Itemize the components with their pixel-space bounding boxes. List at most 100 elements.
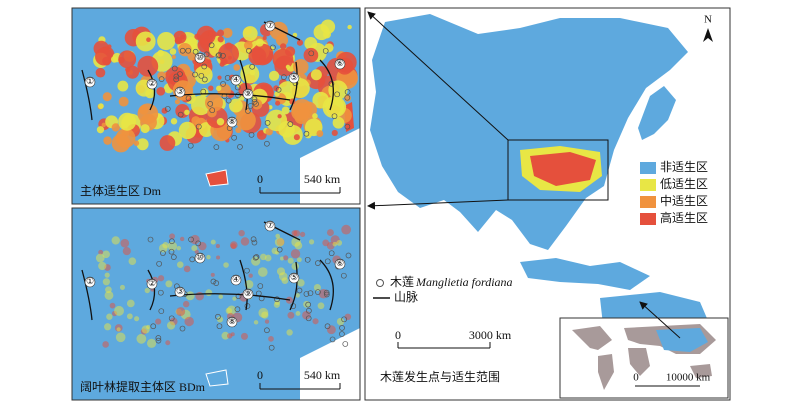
mountain-marker xyxy=(174,286,186,298)
occurrence-point xyxy=(192,48,199,55)
suitability-patch xyxy=(162,242,169,249)
mountain-label: ① xyxy=(86,276,94,286)
mountain-marker xyxy=(264,20,276,32)
suitability-patch xyxy=(110,56,118,63)
suitability-patch xyxy=(103,136,112,145)
suitability-patch xyxy=(275,250,280,255)
suitability-patch xyxy=(225,307,233,315)
occurrence-point xyxy=(208,42,215,49)
occurrence-point xyxy=(169,238,175,245)
suitability-patch xyxy=(341,224,352,235)
mountain-label: ⑨ xyxy=(244,288,252,298)
suitability-patch xyxy=(259,55,266,62)
mountain-marker xyxy=(242,288,254,300)
suitability-patch xyxy=(326,229,334,237)
occurrence-point xyxy=(213,280,220,286)
suitability-patch xyxy=(332,116,345,129)
occurrence-point xyxy=(275,86,282,93)
mountain-ridge xyxy=(81,69,93,121)
suitability-patch xyxy=(134,316,140,322)
occurrence-point xyxy=(246,47,252,54)
suitability-patch xyxy=(276,267,286,276)
suitability-patch xyxy=(260,253,267,261)
mountain-marker xyxy=(146,278,158,290)
suitability-patch xyxy=(169,48,177,55)
occurrence-point xyxy=(157,289,164,296)
occurrence-point xyxy=(303,130,310,137)
suitability-patch xyxy=(187,52,196,61)
mountain-marker xyxy=(84,276,96,288)
suitability-patch xyxy=(225,42,233,50)
occurrence-point xyxy=(307,290,314,297)
mountain-ridge xyxy=(239,59,248,111)
suitability-patch xyxy=(170,118,178,125)
suitability-patch xyxy=(272,48,294,70)
suitability-patch xyxy=(98,249,104,255)
occurrence-point xyxy=(177,71,183,77)
occurrence-point xyxy=(168,248,175,255)
suitability-patch xyxy=(217,75,222,80)
occurrence-point xyxy=(306,307,312,314)
suitability-patch xyxy=(185,291,195,301)
suitability-patch xyxy=(161,107,168,114)
suitability-patch xyxy=(208,85,214,91)
world-inset: 0 10000 km xyxy=(559,301,729,399)
suitability-patch xyxy=(207,59,212,64)
suitability-patch xyxy=(312,318,319,325)
occurrence-point xyxy=(195,240,202,247)
suitability-patch xyxy=(176,307,186,317)
suitability-patch xyxy=(206,254,211,260)
suitability-patch xyxy=(248,273,253,278)
suitability-patch xyxy=(294,109,309,125)
suitability-patch xyxy=(116,327,121,332)
mountain-marker xyxy=(288,72,300,84)
suitability-patch xyxy=(215,244,220,249)
occurrence-point xyxy=(187,142,194,149)
suitability-patch xyxy=(331,129,338,137)
inset-panel: ① ② ③ ④ ⑤ ⑥ ⑦ ⑧ ⑨ ⑩ xyxy=(72,8,360,204)
occurrence-point xyxy=(189,256,196,263)
suitability-patch xyxy=(137,55,159,77)
occurrence-point xyxy=(155,337,162,344)
suitability-patch xyxy=(238,229,245,237)
suitability-patch xyxy=(240,332,248,340)
asia-land xyxy=(370,14,688,250)
occurrence-point xyxy=(251,239,258,246)
mountain-label: ⑩ xyxy=(196,52,204,62)
legend-label: 低适生区 xyxy=(660,177,708,191)
arrow xyxy=(367,11,509,141)
scale-zero: 0 xyxy=(633,372,639,384)
legend-label: 高适生区 xyxy=(660,210,708,225)
mountain-marker xyxy=(146,78,158,90)
suitability-patch xyxy=(275,233,281,239)
occurrence-point xyxy=(234,306,241,313)
scale-zero: 0 xyxy=(257,368,263,382)
mountain-label: ② xyxy=(148,78,156,88)
suitability-patch xyxy=(295,293,300,298)
legend-label: 中适生区 xyxy=(660,193,708,208)
mountain-ridge xyxy=(239,259,248,311)
scale-bar xyxy=(259,187,341,194)
mountain-label: ⑥ xyxy=(336,58,344,68)
suitability-patch xyxy=(119,284,125,290)
suitability-patch xyxy=(264,319,270,324)
inset-frame xyxy=(71,207,361,401)
occurrence-point xyxy=(188,236,194,243)
occurrence-point xyxy=(224,75,231,81)
mountain-label: ① xyxy=(86,76,94,86)
suitability-patch xyxy=(195,291,204,301)
suitability-patch xyxy=(184,109,190,116)
suitability-patch xyxy=(182,300,190,308)
suitability-patch xyxy=(102,341,109,348)
occurrence-point xyxy=(235,92,241,99)
occurrence-point xyxy=(195,123,202,130)
occurrence-point xyxy=(264,140,270,147)
scale-zero: 0 xyxy=(257,172,263,186)
occurrence-point xyxy=(168,315,175,322)
occurrence-point xyxy=(215,313,221,320)
occurrence-point xyxy=(215,52,222,59)
suitability-patch xyxy=(286,329,293,336)
mountain-marker xyxy=(334,58,346,70)
suitability-patch xyxy=(101,122,107,128)
inset-frame xyxy=(71,7,361,205)
